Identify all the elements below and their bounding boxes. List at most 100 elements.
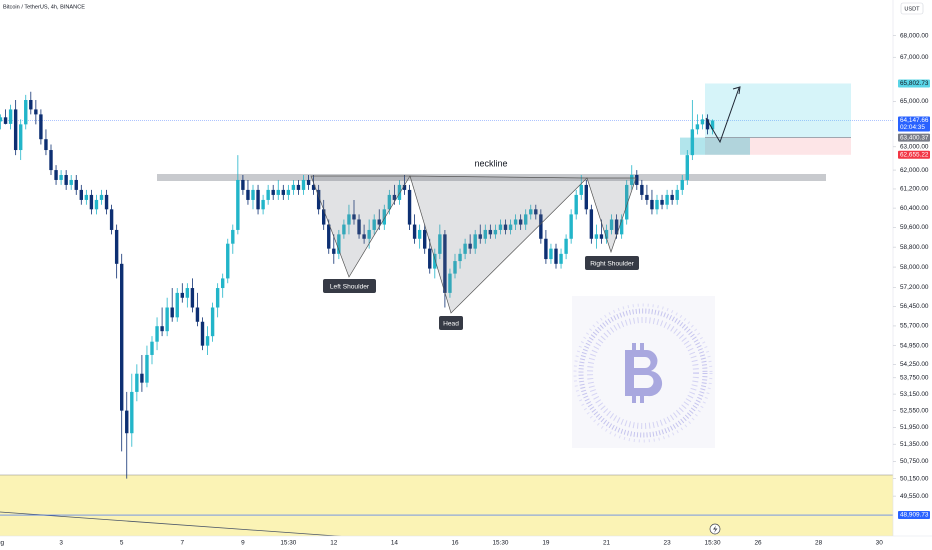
neckline-band — [157, 174, 826, 181]
candle-body — [150, 341, 154, 355]
x-tick-label: 7 — [181, 540, 185, 547]
bitcoin-logo — [572, 296, 715, 448]
candle-body — [690, 129, 695, 156]
candle-body — [276, 189, 280, 195]
logo-ring — [587, 317, 699, 429]
candle-body — [104, 194, 109, 210]
candle-body — [109, 209, 114, 230]
x-tick-label: 15:30 — [705, 540, 721, 547]
candle-body — [236, 179, 240, 230]
price-label-bg — [898, 116, 930, 132]
candle-body — [569, 214, 573, 239]
candle-body — [382, 209, 386, 225]
candle-body — [69, 179, 73, 185]
candle-body — [625, 184, 629, 220]
candle-body — [458, 253, 462, 262]
candle-body — [412, 224, 417, 239]
candle-body — [695, 124, 700, 130]
candle-body — [266, 189, 270, 200]
candle-body — [327, 224, 331, 249]
candle-body — [402, 184, 407, 190]
candle-body — [215, 288, 220, 308]
candle-body — [114, 229, 119, 264]
candle-body — [251, 189, 255, 200]
candle-body — [544, 238, 548, 260]
candle-body — [397, 184, 402, 200]
position-box — [680, 83, 851, 155]
candle-body — [443, 234, 447, 293]
target-zone — [705, 83, 851, 138]
candle-body — [549, 248, 553, 260]
candle-body — [125, 410, 129, 434]
candle-body — [423, 229, 427, 249]
currency-button[interactable] — [900, 2, 924, 15]
candle-body — [44, 139, 48, 151]
candle-body — [155, 326, 159, 342]
y-tick-label: 54,250.00 — [900, 361, 929, 368]
y-tick-label: 53,750.00 — [900, 374, 929, 381]
candle-body — [574, 194, 578, 215]
candle-body — [145, 354, 149, 383]
candle-body — [19, 124, 23, 151]
candle-body — [89, 194, 94, 210]
candle-body — [99, 194, 104, 200]
event-icon-glyph — [713, 525, 718, 533]
price-label: 64,147.66 — [900, 117, 929, 124]
right-shoulder-label: Right Shoulder — [590, 260, 634, 267]
candle-body — [34, 109, 38, 115]
y-tick-label: 53,150.00 — [900, 391, 929, 398]
candle-body — [140, 373, 144, 383]
candle-body — [64, 175, 68, 185]
currency: USDT — [904, 6, 920, 12]
candle-body — [493, 229, 498, 235]
y-tick-label: 50,150.00 — [900, 475, 929, 482]
price-axis: 68,000.00 67,000.00 65,000.00 63,000.00 62,0… — [892, 0, 932, 550]
x-tick-label: 30 — [876, 540, 884, 547]
logo-glyph — [625, 350, 663, 397]
candle-body — [84, 194, 89, 200]
arrow-head — [732, 86, 741, 95]
y-tick-label: 60,400.00 — [900, 205, 929, 212]
left-shoulder-label: Left Shoulder — [330, 283, 370, 290]
candle-body — [609, 219, 614, 230]
stop-zone — [705, 137, 851, 155]
candle-body — [49, 150, 53, 171]
candle-body — [488, 229, 493, 235]
candle-body — [195, 307, 200, 322]
candle-body — [554, 248, 558, 264]
x-tick-label: 3 — [59, 540, 63, 547]
label-box — [585, 256, 639, 270]
candle-body — [337, 234, 341, 254]
candle-body — [221, 278, 225, 289]
candle-body — [306, 179, 311, 185]
y-tick-label: 62,000.00 — [900, 167, 929, 174]
projection-arrow — [705, 87, 740, 144]
background-drawings — [0, 120, 893, 541]
y-tick-label: 58,000.00 — [900, 264, 929, 271]
candle-body — [29, 99, 33, 110]
candle-body — [655, 199, 659, 210]
candle-body — [322, 209, 326, 225]
logo-glyph — [640, 395, 644, 403]
logo-glyph — [632, 343, 636, 351]
candle-body — [635, 175, 639, 185]
candle-body — [261, 199, 265, 210]
x-tick-label: 5 — [120, 540, 124, 547]
head-label: Head — [443, 320, 459, 327]
y-tick-label: 49,550.00 — [900, 493, 929, 500]
candle-body — [594, 234, 599, 239]
candle-body — [170, 307, 174, 318]
candle-body — [120, 263, 124, 411]
candle-body — [226, 243, 230, 279]
candle-body — [614, 219, 619, 235]
candle-body — [160, 326, 164, 332]
label-box — [439, 316, 463, 330]
candle-body — [680, 179, 684, 190]
candle-body — [357, 219, 361, 235]
x-tick-label: 15:30 — [492, 540, 508, 547]
logo-glyph — [640, 343, 644, 351]
candle-body — [39, 114, 43, 140]
candle-body — [599, 234, 604, 239]
candle-body — [660, 199, 664, 205]
